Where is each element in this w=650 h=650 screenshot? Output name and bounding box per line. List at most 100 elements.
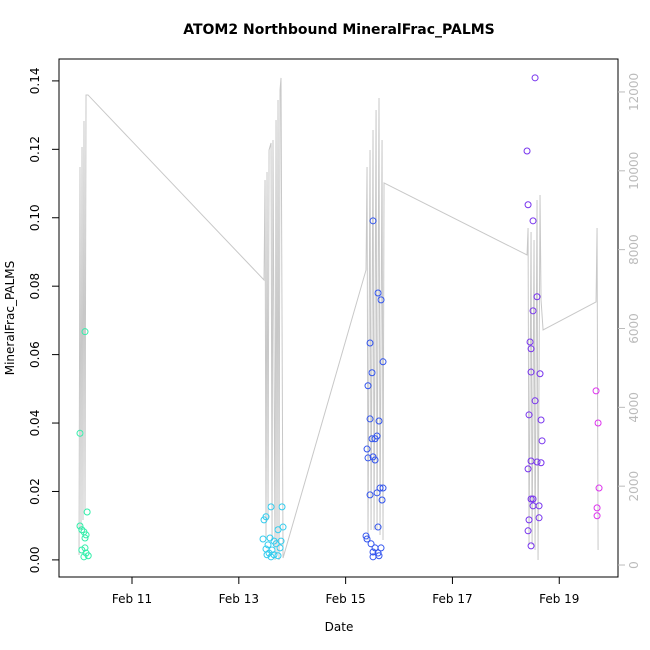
data-point xyxy=(531,74,539,82)
data-point xyxy=(78,526,86,534)
data-point xyxy=(373,489,381,497)
y2-tick-label: 4000 xyxy=(627,392,641,423)
plot-box xyxy=(58,58,619,578)
y2-tick-label: 6000 xyxy=(627,313,641,344)
data-point xyxy=(524,465,532,473)
data-point xyxy=(531,397,539,405)
data-point xyxy=(363,445,371,453)
data-point xyxy=(76,429,84,437)
data-point xyxy=(279,523,287,531)
data-point xyxy=(375,552,383,560)
x-tick-label: Feb 19 xyxy=(539,592,579,606)
y-tick-label: 0.04 xyxy=(28,410,42,437)
data-point xyxy=(278,503,286,511)
chart-title: ATOM2 Northbound MineralFrac_PALMS xyxy=(183,22,495,38)
data-point xyxy=(375,417,383,425)
x-tick-label: Feb 11 xyxy=(112,592,152,606)
data-point xyxy=(363,535,371,543)
y2-tick-label: 2000 xyxy=(627,471,641,502)
data-point xyxy=(76,522,84,530)
x-tick-label: Feb 15 xyxy=(325,592,365,606)
data-point xyxy=(529,495,537,503)
data-point xyxy=(524,527,532,535)
data-point xyxy=(276,544,284,552)
x-axis-label: Date xyxy=(325,620,354,634)
data-point xyxy=(82,531,90,539)
data-point xyxy=(379,358,387,366)
data-point xyxy=(527,345,535,353)
data-point xyxy=(81,534,89,542)
data-point xyxy=(374,289,382,297)
data-point xyxy=(369,217,377,225)
data-point xyxy=(80,553,88,561)
data-point xyxy=(527,542,535,550)
data-point xyxy=(533,293,541,301)
y2-tick-label: 12000 xyxy=(627,73,641,111)
data-point xyxy=(267,503,275,511)
y-tick-label: 0.12 xyxy=(28,136,42,163)
y-tick-label: 0.06 xyxy=(28,341,42,368)
data-point xyxy=(260,516,268,524)
y-tick-label: 0.08 xyxy=(28,273,42,300)
data-point xyxy=(537,416,545,424)
data-point xyxy=(364,454,372,462)
data-point xyxy=(362,532,370,540)
data-point xyxy=(267,553,275,561)
data-point xyxy=(379,484,387,492)
data-point xyxy=(263,551,271,559)
x-tick-label: Feb 13 xyxy=(219,592,259,606)
data-point xyxy=(264,541,272,549)
data-point xyxy=(277,537,285,545)
data-point xyxy=(525,516,533,524)
data-point xyxy=(374,523,382,531)
data-point xyxy=(369,548,377,556)
data-point xyxy=(526,338,534,346)
data-point xyxy=(366,339,374,347)
data-point xyxy=(594,419,602,427)
y-tick-label: 0.14 xyxy=(28,68,42,95)
data-point xyxy=(529,307,537,315)
data-point xyxy=(536,370,544,378)
data-point xyxy=(83,508,91,516)
data-point xyxy=(535,514,543,522)
data-point xyxy=(366,491,374,499)
y2-tick-label: 10000 xyxy=(627,152,641,190)
data-point xyxy=(371,456,379,464)
data-point xyxy=(259,535,267,543)
data-point xyxy=(523,147,531,155)
y-tick-label: 0.00 xyxy=(28,547,42,574)
x-tick-label: Feb 17 xyxy=(432,592,472,606)
data-point xyxy=(535,502,543,510)
data-point xyxy=(274,552,282,560)
data-point xyxy=(527,368,535,376)
y-tick-label: 0.10 xyxy=(28,204,42,231)
data-point xyxy=(593,512,601,520)
y2-tick-label: 0 xyxy=(627,561,641,569)
y2-tick-label: 8000 xyxy=(627,234,641,265)
data-point xyxy=(524,201,532,209)
data-point xyxy=(537,459,545,467)
data-point xyxy=(592,387,600,395)
data-point xyxy=(377,544,385,552)
data-point xyxy=(525,411,533,419)
data-point xyxy=(84,552,92,560)
data-point xyxy=(529,217,537,225)
data-point xyxy=(364,382,372,390)
data-point xyxy=(595,484,603,492)
data-point xyxy=(527,495,535,503)
altitude-line xyxy=(78,77,599,561)
y-axis-label: MineralFrac_PALMS xyxy=(3,261,17,376)
data-point xyxy=(538,437,546,445)
y-tick-label: 0.02 xyxy=(28,478,42,505)
data-point xyxy=(81,328,89,336)
data-point xyxy=(378,496,386,504)
data-point xyxy=(368,369,376,377)
data-point xyxy=(366,415,374,423)
data-point xyxy=(533,458,541,466)
data-point xyxy=(377,296,385,304)
data-point xyxy=(593,504,601,512)
data-point xyxy=(373,432,381,440)
